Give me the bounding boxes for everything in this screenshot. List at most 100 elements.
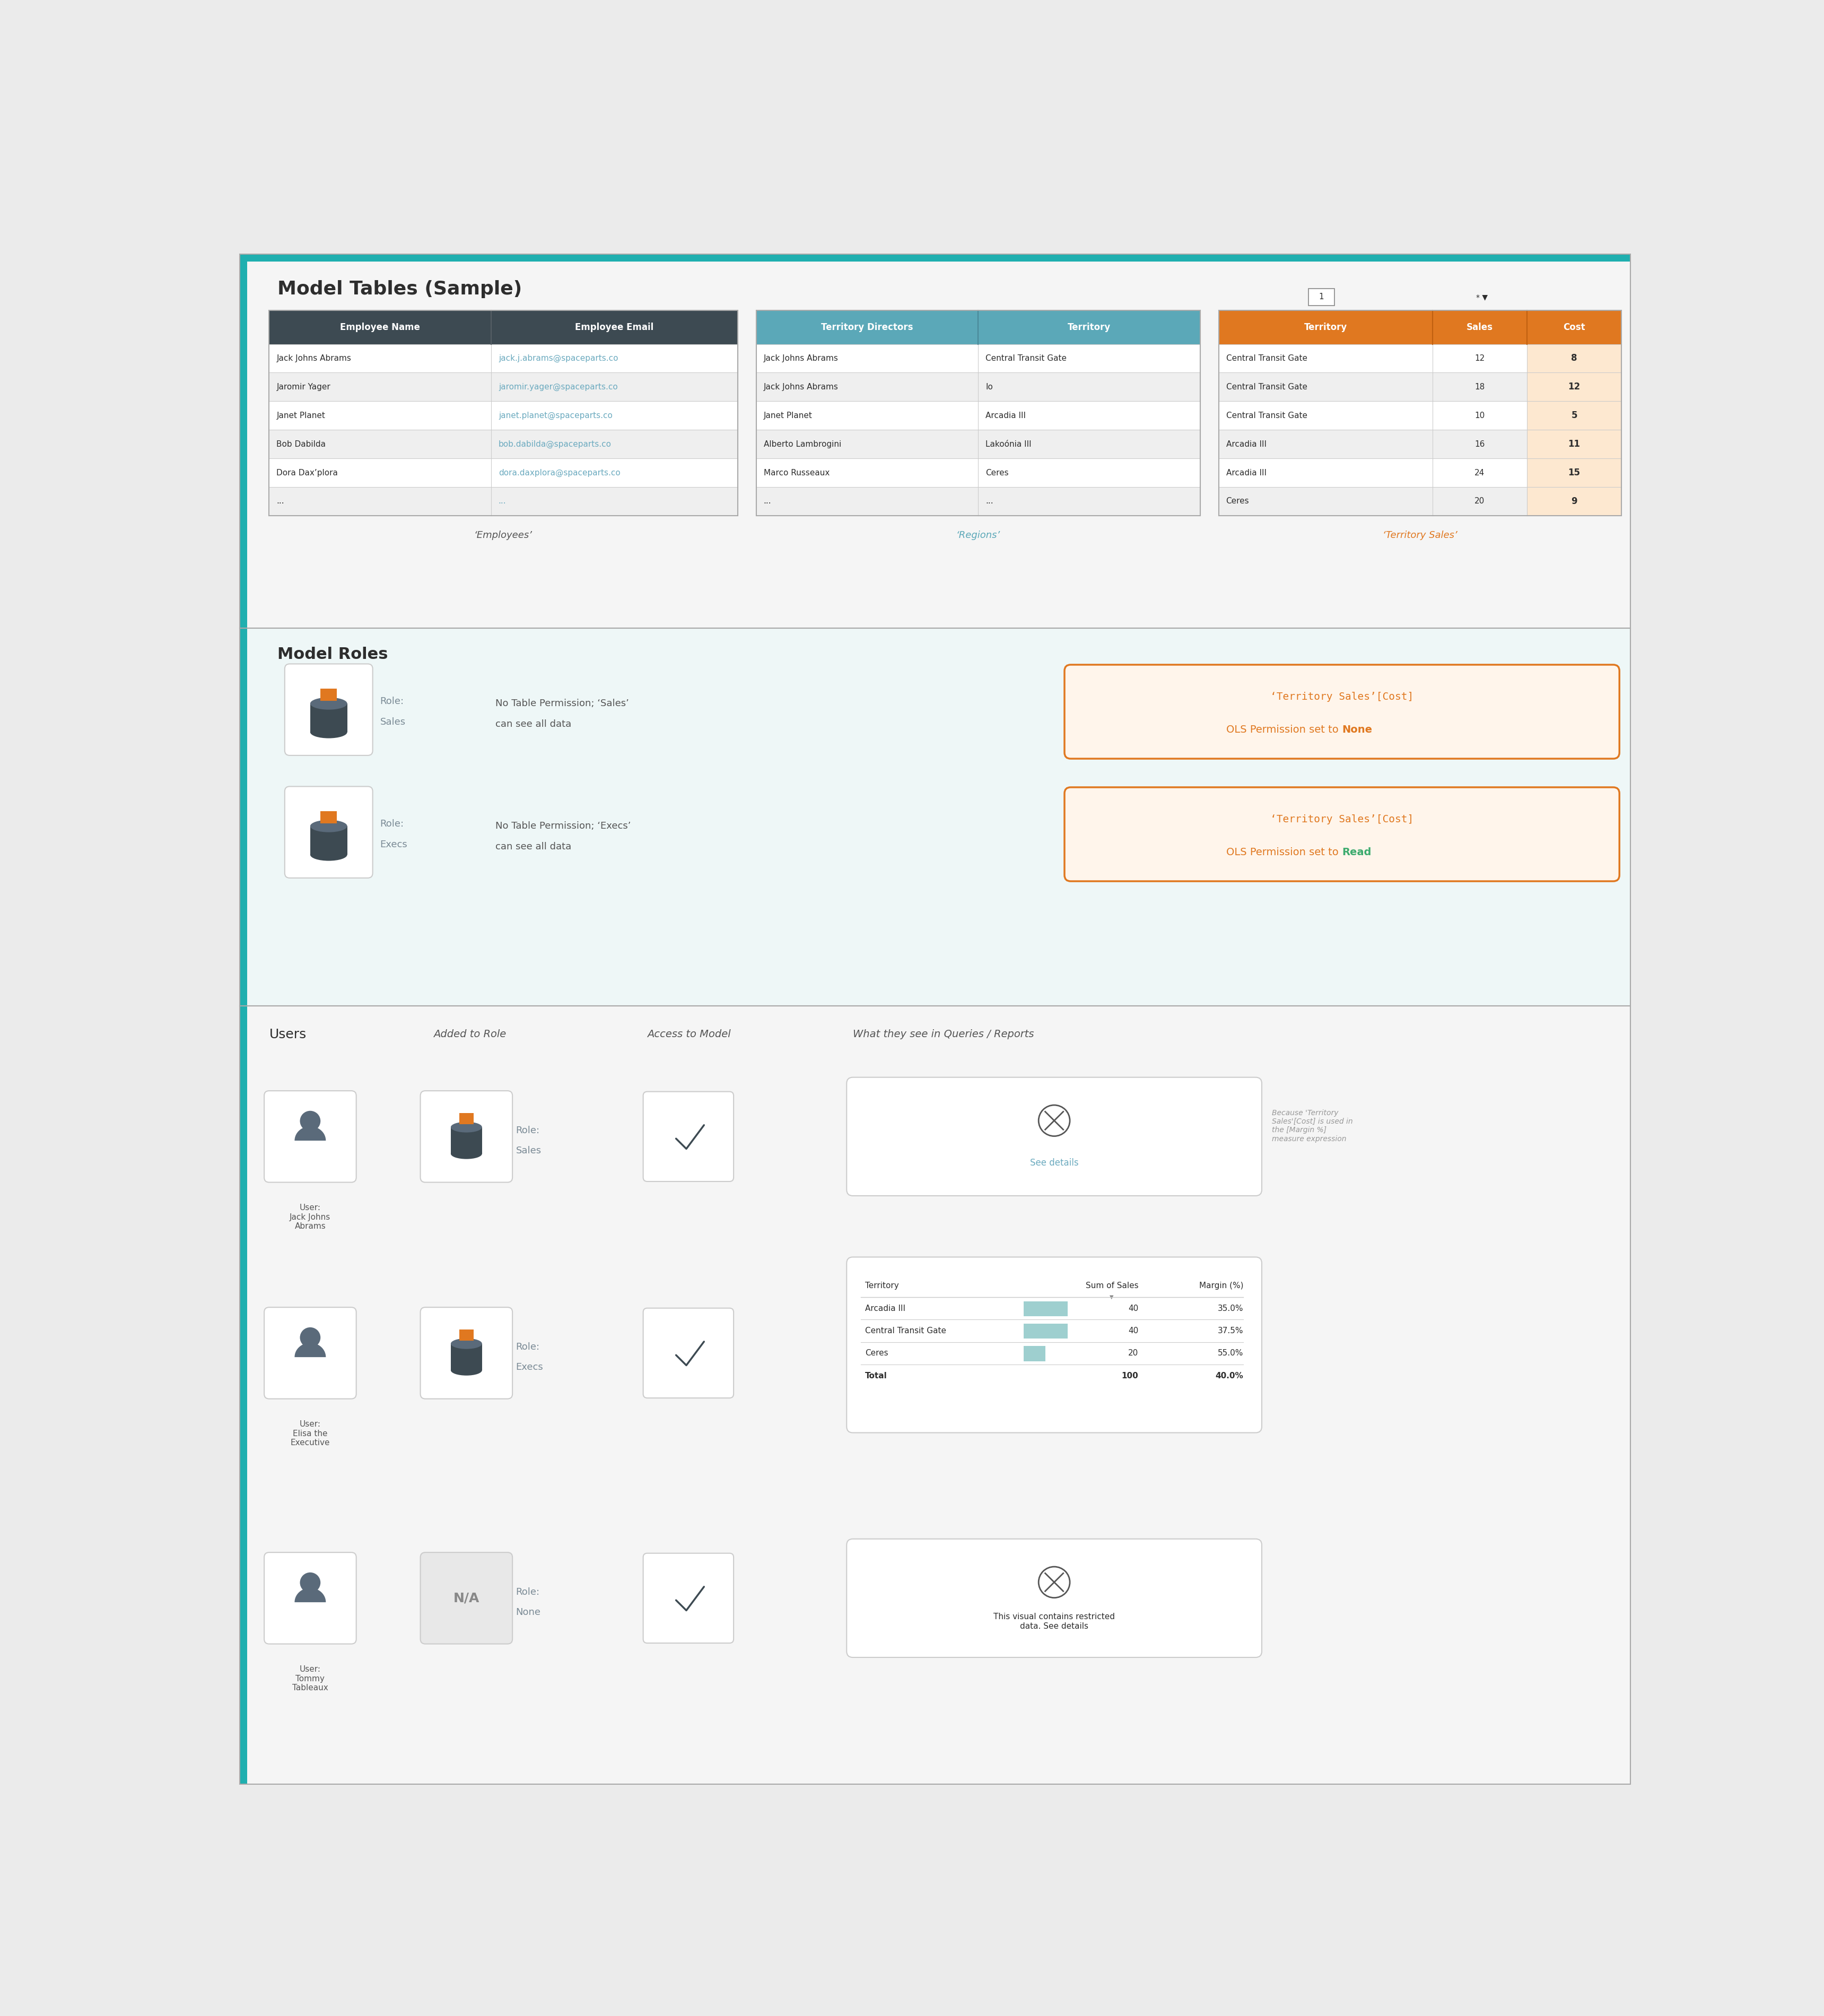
Text: Janet Planet: Janet Planet	[277, 411, 325, 419]
FancyBboxPatch shape	[310, 827, 347, 855]
Text: dora.daxplora@spaceparts.co: dora.daxplora@spaceparts.co	[498, 468, 620, 476]
Text: Territory: Territory	[1067, 323, 1111, 333]
FancyBboxPatch shape	[270, 401, 737, 429]
Ellipse shape	[451, 1339, 482, 1349]
FancyBboxPatch shape	[757, 488, 1200, 516]
Text: Sales: Sales	[516, 1145, 542, 1155]
Text: Sales: Sales	[379, 718, 405, 726]
FancyBboxPatch shape	[757, 401, 1200, 429]
Text: ‘Regions’: ‘Regions’	[956, 530, 1000, 540]
Text: ...: ...	[985, 498, 994, 506]
Text: Access to Model: Access to Model	[648, 1030, 731, 1040]
Text: Read: Read	[1342, 847, 1372, 857]
Text: Role:: Role:	[516, 1343, 540, 1351]
Text: Employee Email: Employee Email	[575, 323, 653, 333]
Text: 15: 15	[1569, 468, 1580, 478]
FancyBboxPatch shape	[1218, 401, 1622, 429]
Text: User:
Jack Johns
Abrams: User: Jack Johns Abrams	[290, 1204, 330, 1230]
Text: 12: 12	[1569, 383, 1580, 391]
FancyBboxPatch shape	[1023, 1325, 1067, 1339]
Text: 10: 10	[1474, 411, 1485, 419]
Text: 9: 9	[1570, 496, 1578, 506]
Text: Janet Planet: Janet Planet	[764, 411, 812, 419]
FancyBboxPatch shape	[270, 345, 737, 373]
FancyBboxPatch shape	[270, 488, 737, 516]
Text: 11: 11	[1569, 439, 1580, 450]
FancyBboxPatch shape	[239, 254, 246, 627]
Text: janet.planet@spaceparts.co: janet.planet@spaceparts.co	[498, 411, 613, 419]
FancyBboxPatch shape	[1527, 458, 1622, 488]
FancyBboxPatch shape	[420, 1306, 513, 1399]
FancyBboxPatch shape	[460, 1113, 474, 1125]
FancyBboxPatch shape	[264, 1552, 356, 1643]
FancyBboxPatch shape	[1065, 665, 1620, 758]
FancyBboxPatch shape	[757, 373, 1200, 401]
Text: 20: 20	[1129, 1349, 1138, 1357]
Text: Alberto Lambrogini: Alberto Lambrogini	[764, 439, 841, 448]
Text: Marco Russeaux: Marco Russeaux	[764, 470, 830, 476]
FancyBboxPatch shape	[1023, 1300, 1067, 1316]
FancyBboxPatch shape	[1527, 488, 1622, 516]
FancyBboxPatch shape	[420, 1552, 513, 1643]
FancyBboxPatch shape	[846, 1538, 1262, 1657]
FancyBboxPatch shape	[264, 1306, 356, 1399]
FancyBboxPatch shape	[239, 627, 1631, 1006]
Ellipse shape	[451, 1121, 482, 1133]
Text: can see all data: can see all data	[494, 720, 571, 728]
Text: Margin (%): Margin (%)	[1198, 1282, 1244, 1290]
Text: 8: 8	[1570, 353, 1578, 363]
Bar	[1308, 288, 1335, 306]
Text: Territory: Territory	[865, 1282, 899, 1290]
FancyBboxPatch shape	[1218, 429, 1622, 458]
Text: 55.0%: 55.0%	[1218, 1349, 1244, 1357]
Text: ...: ...	[764, 498, 772, 506]
Text: Arcadia III: Arcadia III	[1226, 470, 1266, 476]
Ellipse shape	[310, 698, 347, 710]
Text: Jack Johns Abrams: Jack Johns Abrams	[764, 355, 839, 363]
FancyBboxPatch shape	[264, 1091, 356, 1181]
FancyBboxPatch shape	[1218, 373, 1622, 401]
Bar	[270, 310, 737, 516]
Text: None: None	[516, 1607, 540, 1617]
Text: ...: ...	[277, 498, 285, 506]
FancyBboxPatch shape	[644, 1091, 733, 1181]
Text: 100: 100	[1122, 1371, 1138, 1379]
Text: Sum of Sales: Sum of Sales	[1085, 1282, 1138, 1290]
Text: Model Roles: Model Roles	[277, 647, 389, 661]
FancyBboxPatch shape	[757, 345, 1200, 373]
Text: Added to Role: Added to Role	[434, 1030, 507, 1040]
Text: 35.0%: 35.0%	[1218, 1304, 1244, 1312]
Text: Jack Johns Abrams: Jack Johns Abrams	[277, 355, 352, 363]
FancyBboxPatch shape	[239, 627, 246, 1006]
Bar	[239, 254, 1631, 627]
FancyBboxPatch shape	[239, 254, 1631, 262]
Text: 20: 20	[1474, 498, 1485, 506]
Text: 24: 24	[1474, 470, 1485, 476]
Text: OLS Permission set to: OLS Permission set to	[1226, 724, 1342, 734]
Ellipse shape	[310, 849, 347, 861]
Bar	[1218, 310, 1622, 516]
Text: Role:: Role:	[379, 698, 405, 706]
Text: This visual contains restricted
data. See details: This visual contains restricted data. Se…	[994, 1613, 1114, 1631]
Text: 16: 16	[1474, 439, 1485, 448]
Text: 12: 12	[1474, 355, 1485, 363]
Bar	[239, 1006, 1631, 1784]
FancyBboxPatch shape	[1218, 310, 1622, 345]
Text: Arcadia III: Arcadia III	[865, 1304, 905, 1312]
FancyBboxPatch shape	[1527, 401, 1622, 429]
FancyBboxPatch shape	[1218, 345, 1622, 373]
Bar	[757, 310, 1200, 516]
FancyBboxPatch shape	[239, 1006, 1631, 1784]
Text: Arcadia III: Arcadia III	[985, 411, 1025, 419]
Ellipse shape	[310, 726, 347, 738]
Text: Dora Dax’plora: Dora Dax’plora	[277, 470, 337, 476]
Text: Sales: Sales	[1466, 323, 1492, 333]
Text: See details: See details	[1031, 1159, 1078, 1167]
FancyBboxPatch shape	[321, 687, 337, 702]
Text: Jaromir Yager: Jaromir Yager	[277, 383, 330, 391]
Text: N/A: N/A	[454, 1593, 480, 1605]
Text: 37.5%: 37.5%	[1218, 1327, 1244, 1335]
Text: Execs: Execs	[516, 1363, 544, 1373]
Text: Central Transit Gate: Central Transit Gate	[1226, 383, 1308, 391]
Text: Central Transit Gate: Central Transit Gate	[1226, 355, 1308, 363]
